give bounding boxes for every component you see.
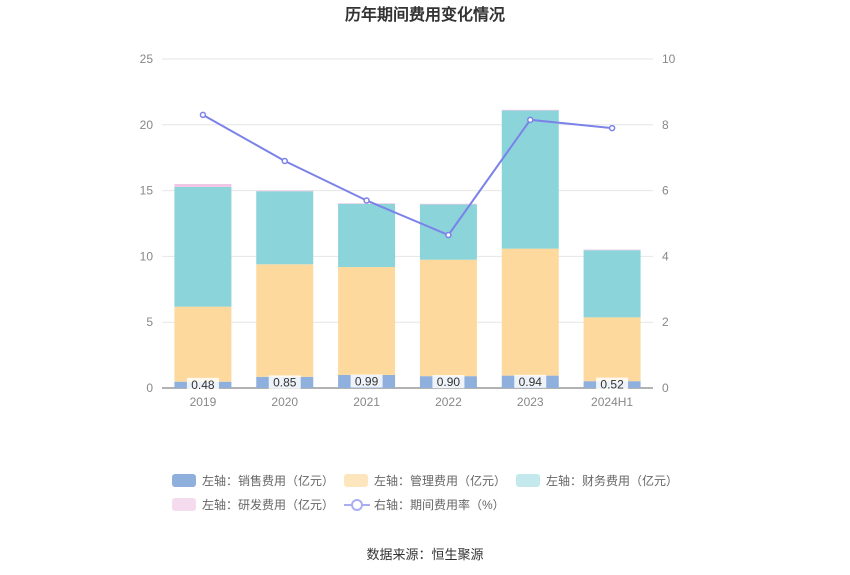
rate-point bbox=[445, 231, 452, 239]
bar-segment-2 bbox=[501, 110, 559, 249]
legend-swatch[interactable] bbox=[172, 498, 196, 511]
legend-label[interactable]: 右轴：期间费用率（%） bbox=[374, 497, 505, 512]
y-left-tick-label: 5 bbox=[146, 315, 153, 329]
y-left-tick-label: 0 bbox=[146, 381, 153, 395]
y-right-tick-label: 8 bbox=[662, 118, 669, 132]
legend-swatch[interactable] bbox=[172, 474, 196, 487]
rate-point bbox=[363, 197, 370, 204]
y-left-tick-label: 25 bbox=[140, 52, 154, 66]
legend: 左轴：销售费用（亿元） 左轴：管理费用（亿元） 左轴：财务费用（亿元） 左轴：研发费用… bbox=[172, 473, 678, 512]
y-left-tick-label: 15 bbox=[140, 184, 154, 198]
y-right-tick-label: 0 bbox=[662, 381, 669, 395]
legend-swatch-point[interactable] bbox=[351, 499, 363, 511]
bar-segment-1 bbox=[338, 267, 396, 375]
chart-title: 历年期间费用变化情况 bbox=[345, 5, 505, 24]
gridlines bbox=[162, 58, 653, 389]
legend-swatch[interactable] bbox=[344, 474, 368, 487]
y-right-tick-label: 2 bbox=[662, 315, 669, 329]
x-tick-label: 2023 bbox=[517, 395, 544, 409]
bar-segment-1 bbox=[419, 259, 477, 377]
bar-segment-3 bbox=[583, 249, 641, 251]
y-right-tick-label: 4 bbox=[662, 249, 669, 263]
line-layer bbox=[199, 111, 616, 239]
bar-layer: 0.48 0.85 0.99 0.90 0.94 0.52 bbox=[174, 109, 641, 392]
y-left-tick-label: 10 bbox=[140, 249, 154, 263]
data-label-bg bbox=[514, 374, 547, 388]
bar-segment-1 bbox=[174, 306, 232, 382]
data-label: 0.99 bbox=[355, 374, 379, 388]
bar-segment-2 bbox=[338, 203, 396, 268]
legend-label[interactable]: 左轴：管理费用（亿元） bbox=[374, 473, 506, 488]
bar-segment-2 bbox=[174, 186, 232, 307]
x-tick-label: 2020 bbox=[271, 395, 298, 409]
bar-segment-3 bbox=[174, 184, 232, 187]
data-label: 0.94 bbox=[519, 375, 543, 389]
legend-label[interactable]: 左轴：财务费用（亿元） bbox=[546, 473, 678, 488]
bar-segment-1 bbox=[256, 264, 314, 377]
bar-segment-2 bbox=[583, 250, 641, 318]
y-right-tick-label: 10 bbox=[662, 52, 676, 66]
rate-line bbox=[202, 114, 613, 237]
rate-point bbox=[199, 111, 207, 119]
data-label-bg bbox=[186, 377, 219, 391]
x-tick-label: 2019 bbox=[190, 395, 217, 409]
bar-segment-3 bbox=[419, 203, 477, 205]
y-right-tick-label: 6 bbox=[662, 184, 669, 198]
data-label: 0.52 bbox=[600, 378, 624, 392]
legend-label[interactable]: 左轴：研发费用（亿元） bbox=[202, 497, 334, 512]
bar-segment-3 bbox=[501, 109, 559, 111]
data-label-bg bbox=[350, 374, 383, 388]
x-tick-label: 2024H1 bbox=[591, 395, 633, 409]
data-label-bg bbox=[268, 375, 301, 389]
data-label-bg bbox=[596, 377, 629, 391]
x-tick-label: 2021 bbox=[353, 395, 380, 409]
bar-segment-2 bbox=[256, 191, 314, 265]
data-label: 0.48 bbox=[191, 378, 215, 392]
bar-segment-1 bbox=[501, 248, 559, 376]
source-text: 数据来源：恒生聚源 bbox=[366, 547, 483, 562]
legend-label[interactable]: 左轴：销售费用（亿元） bbox=[202, 473, 334, 488]
data-label-bg bbox=[432, 375, 465, 389]
x-tick-label: 2022 bbox=[435, 395, 462, 409]
bar-segment-3 bbox=[256, 190, 314, 192]
rate-point bbox=[527, 116, 534, 124]
data-label: 0.90 bbox=[437, 375, 461, 389]
y-left-tick-label: 20 bbox=[140, 118, 154, 132]
bar-segment-1 bbox=[583, 317, 641, 382]
data-label: 0.85 bbox=[273, 375, 297, 389]
rate-point bbox=[608, 124, 616, 132]
axis-ticks: 0 5 10 15 20 25 0 2 4 6 8 10 2019 2020 2021 2022 2023 202… bbox=[140, 52, 676, 409]
rate-point bbox=[281, 157, 288, 165]
legend-swatch[interactable] bbox=[516, 474, 540, 487]
